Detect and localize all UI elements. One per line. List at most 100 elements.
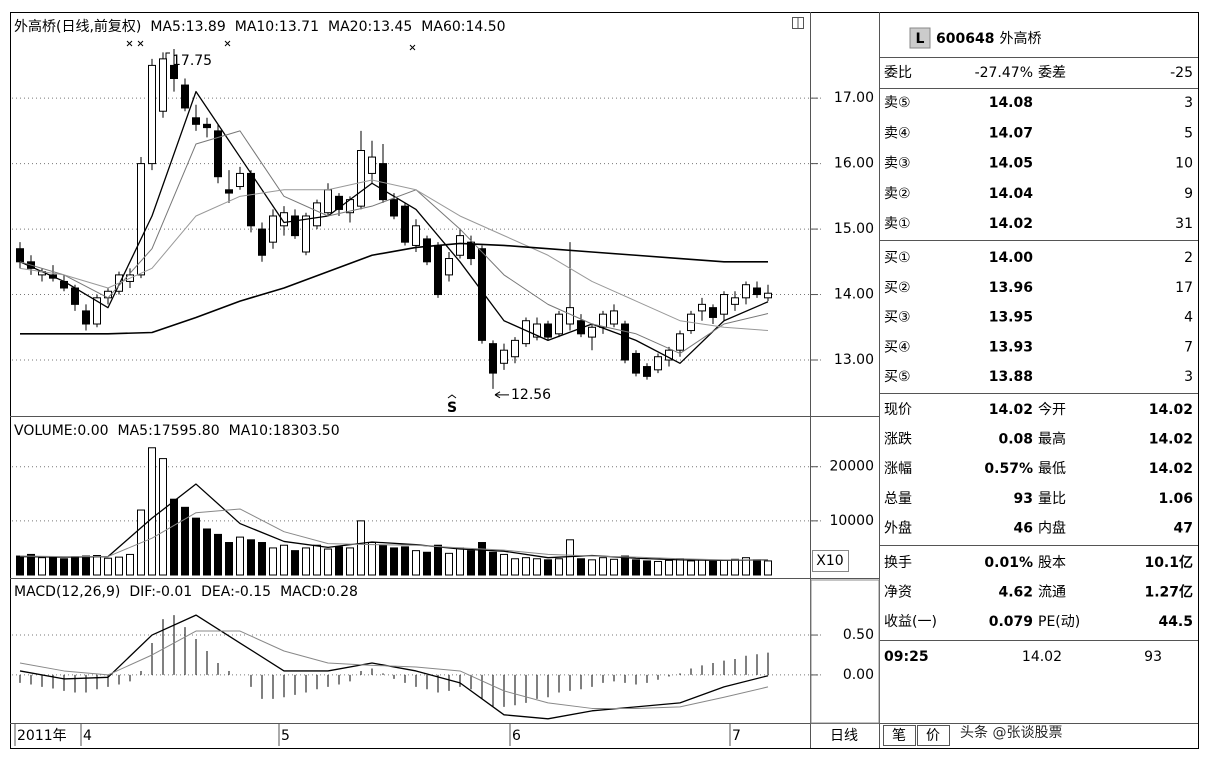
x-tick-label: 5 [281, 728, 290, 744]
volume-bar [236, 536, 244, 576]
volume-bar [654, 560, 662, 576]
ask-volume: 10 [1175, 156, 1193, 172]
volume-bar [522, 557, 530, 576]
x-tick-label: 6 [512, 728, 521, 744]
volume-bar [764, 560, 772, 576]
volume-bar [753, 559, 761, 576]
min-annotation: 12.56 [511, 387, 551, 403]
outer-frame [10, 12, 1199, 749]
quote-label: 现价 [884, 402, 912, 418]
volume-bar [269, 547, 277, 576]
volume-bar [302, 547, 310, 576]
legend-entry: MA5:13.89 [150, 19, 225, 35]
tab-box[interactable] [883, 725, 916, 746]
bid-label: 买② [884, 280, 911, 296]
volume-bar [104, 557, 112, 576]
volume-bar [280, 544, 288, 576]
candle-body [676, 333, 684, 351]
volume-bar [544, 559, 552, 576]
tick-volume: 93 [1144, 649, 1162, 665]
volume-bar [665, 559, 673, 576]
badge-box [909, 27, 931, 49]
quote-value: 0.57% [984, 461, 1033, 477]
y-tick-label: 16.00 [834, 156, 874, 172]
quote-label: 委差 [1038, 65, 1066, 81]
volume-bar [357, 520, 365, 576]
quote-label: 今开 [1038, 402, 1066, 418]
indicator-line [19, 90, 769, 364]
candle-body [599, 313, 607, 328]
macd-axis-box [810, 579, 880, 724]
candle-body [709, 307, 717, 318]
x-tick-label: 4 [83, 728, 92, 744]
buy-signal-caret [447, 394, 457, 399]
quote-label: 涨幅 [884, 461, 912, 477]
quote-value: 0.079 [989, 614, 1033, 630]
quote-value: 44.5 [1158, 614, 1193, 630]
bid-label: 买④ [884, 339, 911, 355]
bid-volume: 3 [1184, 369, 1193, 385]
volume-bar [27, 553, 35, 576]
candle-body [654, 356, 662, 371]
candle-body [555, 313, 563, 335]
bid-label: 买⑤ [884, 369, 911, 385]
volume-bar [412, 550, 420, 576]
bid-price: 14.00 [989, 250, 1034, 266]
candle-body [621, 323, 629, 361]
quote-value: 14.02 [1149, 432, 1193, 448]
quote-value: 0.08 [998, 432, 1033, 448]
candle-body [731, 297, 739, 305]
volume-bar [566, 539, 574, 576]
ask-price: 14.07 [989, 125, 1033, 141]
bid-price: 13.88 [989, 369, 1033, 385]
volume-bar [148, 447, 156, 576]
volume-bar [247, 539, 255, 576]
candle-body [148, 64, 156, 165]
candle-body [71, 287, 79, 305]
legend-entry: 外高桥(日线,前复权) [14, 18, 141, 35]
volume-bar [500, 553, 508, 576]
candle-body [720, 294, 728, 315]
volume-bar [445, 552, 453, 576]
tab-box[interactable] [917, 725, 950, 746]
quote-label: 总量 [884, 491, 912, 507]
ask-price: 14.02 [989, 216, 1033, 232]
annotation-hook [165, 52, 170, 60]
volume-bar [698, 559, 706, 576]
volume-bar [401, 546, 409, 576]
volume-bar [577, 558, 585, 576]
candle-body [434, 244, 442, 296]
volume-bar [60, 558, 68, 576]
candle-body [137, 163, 145, 276]
candle-body [511, 339, 519, 358]
quote-label: 流通 [1038, 585, 1066, 601]
bid-label: 买① [884, 250, 911, 266]
ask-label: 卖③ [884, 156, 911, 172]
tick-price: 14.02 [1022, 649, 1062, 665]
sell-signal [126, 40, 416, 51]
candle-body [93, 297, 101, 325]
indicator-line [19, 483, 769, 562]
quote-label: 涨跌 [884, 432, 912, 448]
period-tab[interactable]: 日线 [830, 728, 858, 744]
candle-body [753, 287, 761, 296]
candle-body [368, 156, 376, 174]
candle-body [500, 349, 508, 364]
candle-body [533, 323, 541, 338]
ask-label: 卖④ [884, 125, 911, 141]
x-tick-label: 2011年 [17, 728, 67, 744]
candle-body [610, 310, 618, 325]
volume-bar [467, 550, 475, 576]
quote-value: 47 [1174, 520, 1193, 536]
tab-label[interactable]: 笔 [892, 728, 906, 744]
quote-value: 1.27亿 [1144, 584, 1193, 601]
candle-body [203, 123, 211, 129]
volume-bar [379, 544, 387, 576]
volume-bar [676, 558, 684, 576]
ask-label: 卖② [884, 186, 911, 202]
badge: L [916, 31, 925, 47]
candle-body [313, 202, 321, 227]
tab-label[interactable]: 价 [926, 728, 940, 744]
candle-body [390, 199, 398, 217]
